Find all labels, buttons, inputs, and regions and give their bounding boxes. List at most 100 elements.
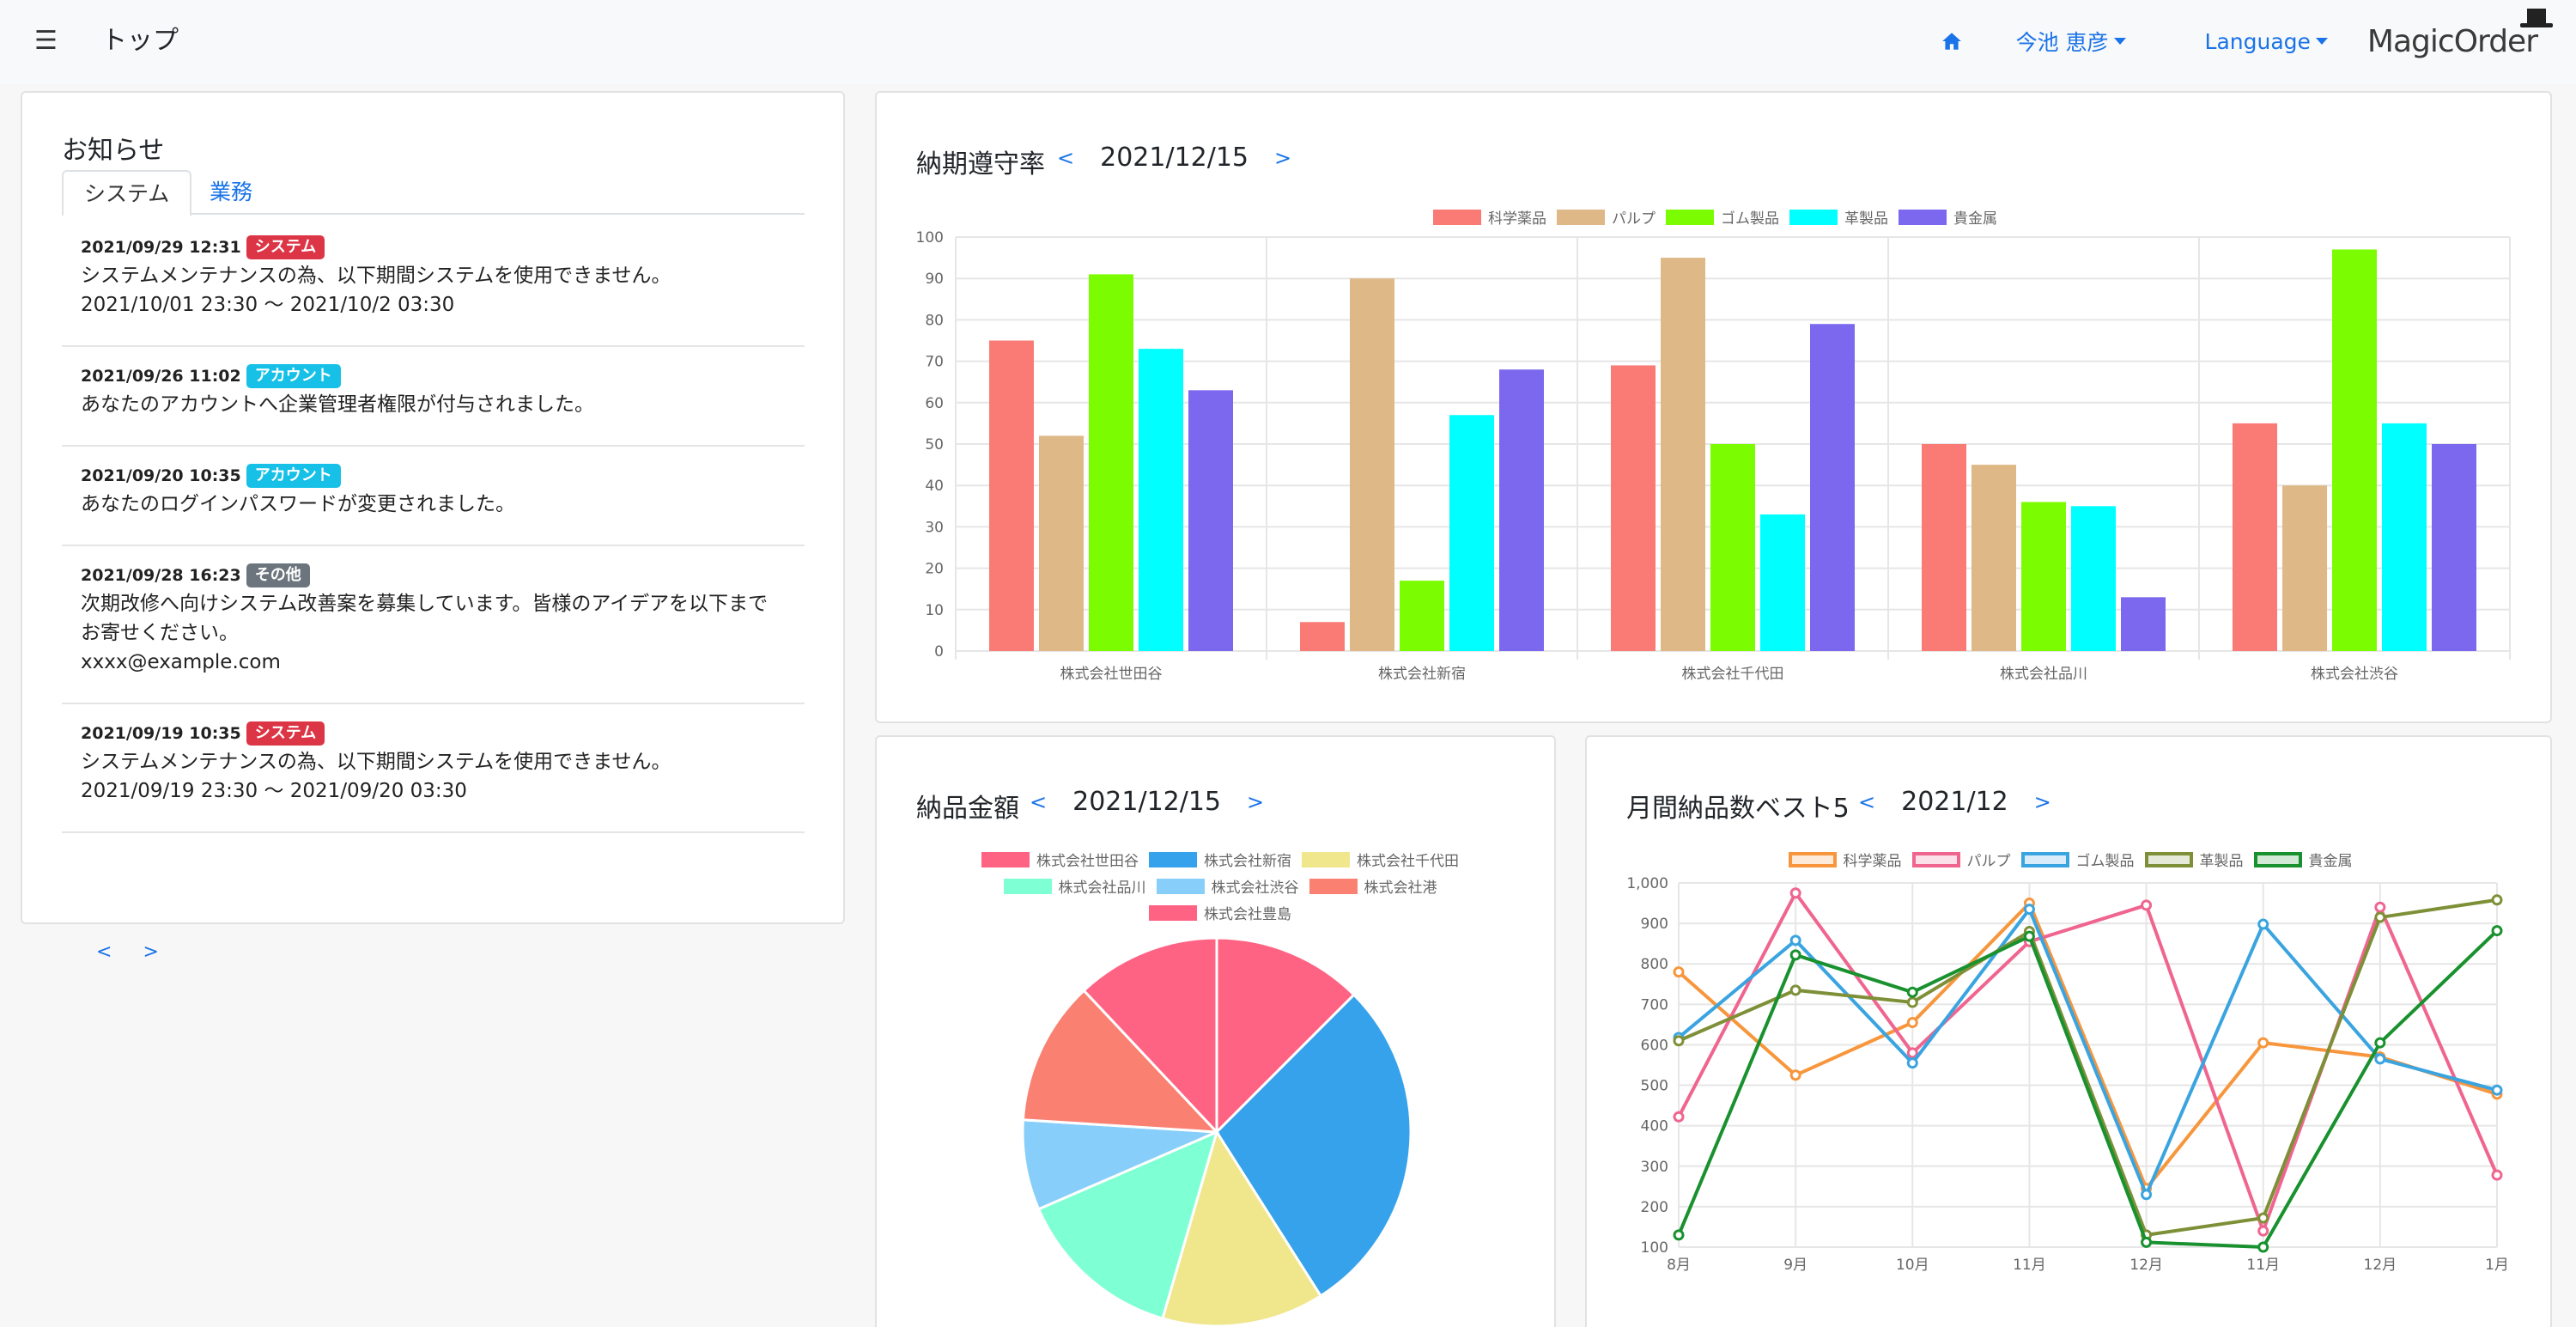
legend-item[interactable]: パルプ xyxy=(1557,206,1656,228)
data-point xyxy=(2257,1241,2269,1253)
next-date-button[interactable]: > xyxy=(1274,145,1292,170)
legend-label: 貴金属 xyxy=(1953,210,1997,228)
language-dropdown[interactable]: Language xyxy=(2205,29,2328,54)
next-page-button[interactable]: > xyxy=(143,941,159,963)
legend-swatch xyxy=(1302,851,1350,867)
bar xyxy=(2121,597,2166,651)
bar xyxy=(2282,485,2327,651)
legend-label: 貴金属 xyxy=(2308,853,2353,870)
data-point xyxy=(2257,1212,2269,1224)
bar xyxy=(989,340,1034,651)
bar xyxy=(1139,349,1183,651)
data-point xyxy=(1789,984,1801,996)
tab-business[interactable]: 業務 xyxy=(210,180,253,204)
menu-icon[interactable]: ☰ xyxy=(34,26,58,56)
pie-slice xyxy=(1021,1118,1218,1211)
bar xyxy=(1499,369,1544,651)
user-menu-dropdown[interactable]: 今池 恵彦 xyxy=(2016,26,2126,57)
legend-item[interactable]: 革製品 xyxy=(1789,206,1888,228)
notice-list: 2021/09/29 12:31 システムシステムメンテナンスの為、以下期間システ… xyxy=(62,218,805,833)
legend-item[interactable]: 革製品 xyxy=(2144,849,2244,870)
legend-swatch xyxy=(1309,878,1358,894)
y-tick-label: 70 xyxy=(925,354,944,371)
tab-system[interactable]: システム xyxy=(62,170,192,216)
legend-item[interactable]: 株式会社港 xyxy=(1309,875,1437,897)
data-point xyxy=(1673,1229,1685,1241)
legend-item[interactable]: 貴金属 xyxy=(1899,206,1997,228)
y-tick-label: 200 xyxy=(1641,1199,1668,1216)
prev-page-button[interactable]: < xyxy=(96,941,112,963)
legend-swatch xyxy=(1789,209,1838,225)
x-tick-label: 11月 xyxy=(2013,1257,2046,1274)
notice-pager: < > xyxy=(96,941,190,963)
legend-item[interactable]: 科学薬品 xyxy=(1788,849,1902,870)
notice-datetime: 2021/09/29 12:31 xyxy=(81,238,241,257)
legend-label: パルプ xyxy=(1966,853,2011,870)
bar xyxy=(1611,365,1656,651)
legend-row: 株式会社世田谷 株式会社新宿 株式会社千代田 xyxy=(928,849,1512,870)
notice-badge: システム xyxy=(246,721,325,746)
legend-item[interactable]: 貴金属 xyxy=(2253,849,2353,870)
legend-item[interactable]: 株式会社品川 xyxy=(1003,875,1146,897)
legend-label: 株式会社渋谷 xyxy=(1211,880,1299,897)
legend-item[interactable]: 株式会社豊島 xyxy=(1149,902,1291,923)
bar xyxy=(2332,249,2377,651)
legend-item[interactable]: ゴム製品 xyxy=(2020,849,2135,870)
notice-item: 2021/09/29 12:31 システム システムメンテナンスの為、以下期間システ… xyxy=(62,218,805,347)
legend-swatch xyxy=(2253,851,2302,867)
legend-item[interactable]: ゴム製品 xyxy=(1666,206,1779,228)
chevron-down-icon xyxy=(2315,38,2328,45)
prev-date-button[interactable]: < xyxy=(1858,789,1876,814)
ontime-title: 納期遵守率 xyxy=(916,149,1045,180)
prev-date-button[interactable]: < xyxy=(1057,145,1075,170)
bar xyxy=(1188,390,1233,651)
data-point xyxy=(2023,930,2035,942)
legend-swatch xyxy=(1433,209,1481,225)
ontime-rate-card: 納期遵守率 < 2021/12/15 > 科学薬品 パルプ ゴム製品 革製品 貴金属 0… xyxy=(875,91,2552,723)
bar xyxy=(1400,581,1444,651)
legend-label: 株式会社品川 xyxy=(1058,880,1146,897)
x-tick-label: 株式会社品川 xyxy=(2000,666,2087,683)
bar xyxy=(1350,278,1394,651)
data-point xyxy=(2374,911,2386,923)
bar xyxy=(2382,423,2427,651)
home-icon[interactable] xyxy=(1941,30,1963,52)
prev-date-button[interactable]: < xyxy=(1030,789,1048,814)
legend-label: 科学薬品 xyxy=(1843,853,1902,870)
legend-label: パルプ xyxy=(1612,210,1656,228)
x-tick-label: 11月 xyxy=(2246,1257,2280,1274)
data-point xyxy=(1789,934,1801,947)
notice-meta: 2021/09/28 16:23 その他 xyxy=(81,562,786,589)
bar xyxy=(1661,258,1705,651)
notice-datetime: 2021/09/26 11:02 xyxy=(81,367,241,386)
notice-badge: アカウント xyxy=(246,364,341,388)
x-tick-label: 9月 xyxy=(1783,1257,1807,1274)
data-point xyxy=(2374,901,2386,913)
legend-label: 革製品 xyxy=(2199,853,2244,870)
monthly-line-chart: 100 200 300 400 500 600 700 800 900 1,000 8月 9月 10月 1… xyxy=(1626,875,2509,1274)
next-date-button[interactable]: > xyxy=(2033,789,2051,814)
notice-text: システムメンテナンスの為、以下期間システムを使用できません。 2021/09/1… xyxy=(81,751,671,802)
legend-swatch xyxy=(1156,878,1205,894)
next-date-button[interactable]: > xyxy=(1247,789,1265,814)
x-tick-label: 12月 xyxy=(2129,1257,2163,1274)
legend-item[interactable]: 株式会社千代田 xyxy=(1302,849,1459,870)
legend-label: 株式会社新宿 xyxy=(1204,853,1291,870)
notice-text: 次期改修へ向けシステム改善案を募集しています。皆様のアイデアを以下までお寄せくだ… xyxy=(81,593,769,673)
legend-item[interactable]: 科学薬品 xyxy=(1433,206,1546,228)
legend-item[interactable]: 株式会社渋谷 xyxy=(1156,875,1299,897)
bar xyxy=(2021,502,2066,651)
legend-item[interactable]: 株式会社世田谷 xyxy=(981,849,1139,870)
legend-item[interactable]: 株式会社新宿 xyxy=(1149,849,1291,870)
notice-datetime: 2021/09/20 10:35 xyxy=(81,466,241,485)
data-point xyxy=(2257,1225,2269,1237)
legend-swatch xyxy=(1149,851,1197,867)
magicorder-logo[interactable]: MagicOrder xyxy=(2367,8,2553,59)
legend-item[interactable]: パルプ xyxy=(1911,849,2011,870)
data-point xyxy=(1906,996,1918,1008)
amount-date: 2021/12/15 xyxy=(1072,787,1222,817)
y-tick-label: 700 xyxy=(1641,996,1668,1014)
data-point xyxy=(2491,1169,2503,1181)
bar xyxy=(2432,444,2476,651)
legend-label: 革製品 xyxy=(1844,210,1888,228)
